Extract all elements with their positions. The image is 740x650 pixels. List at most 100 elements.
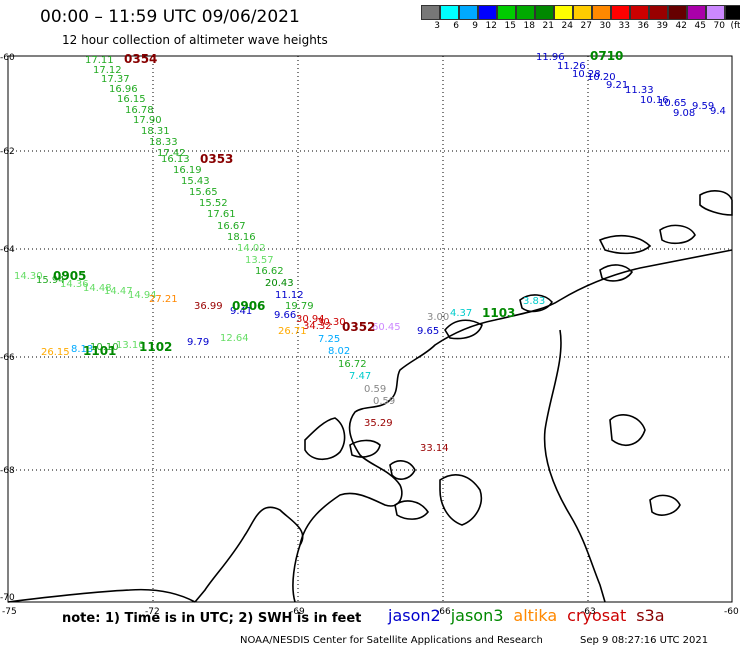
wave-height-label: 19.79 (285, 301, 314, 312)
graticule (8, 56, 732, 602)
wave-height-label: 30.94 (296, 314, 325, 325)
time-label: 1101 (83, 344, 116, 358)
satellite-jason3: jason3 (450, 606, 504, 625)
time-label: 0906 (232, 299, 265, 313)
wave-height-label: 27.21 (149, 294, 178, 305)
lon-label: -75 (2, 607, 17, 617)
wave-height-label: 16.62 (255, 266, 284, 277)
wave-height-label: 14.48 (83, 283, 112, 294)
lon-label: -66 (436, 607, 451, 617)
legend-swatch (478, 5, 497, 20)
wave-height-label: 11.96 (536, 52, 565, 63)
lon-label: -69 (290, 607, 305, 617)
legend-swatch (668, 5, 687, 20)
legend-tick: 6 (453, 21, 459, 31)
wave-height-label: 26.71 (278, 326, 307, 337)
wave-height-label: 9.08 (673, 108, 695, 119)
wave-height-label: 20.43 (265, 278, 294, 289)
legend-tick: 30 (599, 21, 611, 31)
wave-height-label: 33.14 (420, 443, 449, 454)
wave-height-label: 9.66 (274, 310, 296, 321)
wave-height-label: 10.16 (640, 95, 669, 106)
legend-tick: 12 (485, 21, 497, 31)
wave-height-label: 16.13 (161, 154, 190, 165)
wave-height-label: 11.33 (625, 85, 654, 96)
lat-label: -60 (0, 53, 15, 63)
legend-swatch (687, 5, 706, 20)
color-legend (421, 5, 740, 20)
wave-height-label: 8.02 (328, 346, 350, 357)
wave-height-label: 9.4 (710, 106, 726, 117)
legend-swatch (630, 5, 649, 20)
legend-tick: 15 (504, 21, 516, 31)
wave-height-label: 16.78 (125, 105, 154, 116)
wave-height-label: 15.43 (181, 176, 210, 187)
wave-height-label: 10.65 (658, 98, 687, 109)
wave-height-label: 3.00 (427, 312, 449, 323)
time-label: 0353 (200, 152, 233, 166)
legend-tick: 36 (637, 21, 649, 31)
wave-height-label: 15.52 (199, 198, 228, 209)
wave-height-label: 36.99 (194, 301, 223, 312)
wave-height-label: 17.11 (85, 55, 114, 66)
legend-swatch (535, 5, 554, 20)
wave-height-label: 14.47 (104, 286, 133, 297)
wave-height-label: 17.42 (157, 148, 186, 159)
wave-height-label: 3.83 (523, 296, 545, 307)
legend-tick: 24 (561, 21, 573, 31)
legend-swatch (516, 5, 535, 20)
wave-height-label: 15.65 (189, 187, 218, 198)
wave-height-label: 35.29 (364, 418, 393, 429)
wave-height-label: 4.37 (450, 308, 472, 319)
wave-height-label: 14.30 (14, 271, 43, 282)
page-title: 00:00 – 11:59 UTC 09/06/2021 (40, 7, 300, 27)
wave-height-label: 11.12 (275, 290, 304, 301)
legend-swatch (706, 5, 725, 20)
time-label: 1102 (139, 340, 172, 354)
credit-text: NOAA/NESDIS Center for Satellite Applica… (240, 635, 543, 646)
wave-height-label: 16.15 (117, 94, 146, 105)
legend-swatch (649, 5, 668, 20)
wave-height-label: 0.59 (373, 396, 395, 407)
wave-height-label: 18.31 (141, 126, 170, 137)
lat-label: -70 (0, 593, 15, 603)
longitude-labels: -75 -72 -69 -66 -63 -60 (2, 607, 739, 617)
wave-height-label: 18.16 (227, 232, 256, 243)
legend-swatch (554, 5, 573, 20)
legend-tick: 39 (656, 21, 668, 31)
map-frame (7, 55, 733, 603)
legend-swatch (459, 5, 478, 20)
latitude-labels: -60 -62 -64 -66 -68 -70 (0, 53, 15, 603)
wave-height-label: 0.59 (364, 384, 386, 395)
footer-note: note: 1) Time is in UTC; 2) SWH is in fe… (62, 611, 362, 626)
legend-tick: 18 (523, 21, 535, 31)
wave-height-label: 17.90 (133, 115, 162, 126)
legend-swatch (725, 5, 740, 20)
wave-height-label: 34.32 (303, 321, 332, 332)
lon-label: -60 (724, 607, 739, 617)
legend-swatch (592, 5, 611, 20)
legend-tick: 42 (675, 21, 687, 31)
time-label: 1103 (482, 306, 515, 320)
wave-height-label: 17.61 (207, 209, 236, 220)
time-label: 0710 (590, 49, 623, 63)
wave-height-label: 10.28 (572, 69, 601, 80)
satellite-cryosat: cryosat (567, 606, 627, 625)
legend-tick: 70 (713, 21, 725, 31)
time-label: 0352 (342, 320, 375, 334)
wave-height-label: 13.57 (245, 255, 274, 266)
satellite-altika: altika (513, 606, 558, 625)
satellite-legend: jason2 jason3 altika cryosat s3a (388, 606, 675, 625)
lat-label: -68 (0, 466, 15, 476)
legend-tick: 3 (434, 21, 440, 31)
lon-label: -63 (581, 607, 596, 617)
wave-height-label: 10.10 (90, 342, 119, 353)
wave-height-label: 7.47 (349, 371, 371, 382)
legend-tick: 45 (694, 21, 706, 31)
lat-label: -62 (0, 147, 15, 157)
wave-height-label: 14.02 (237, 243, 266, 254)
lat-label: -66 (0, 353, 15, 363)
lon-label: -72 (145, 607, 160, 617)
